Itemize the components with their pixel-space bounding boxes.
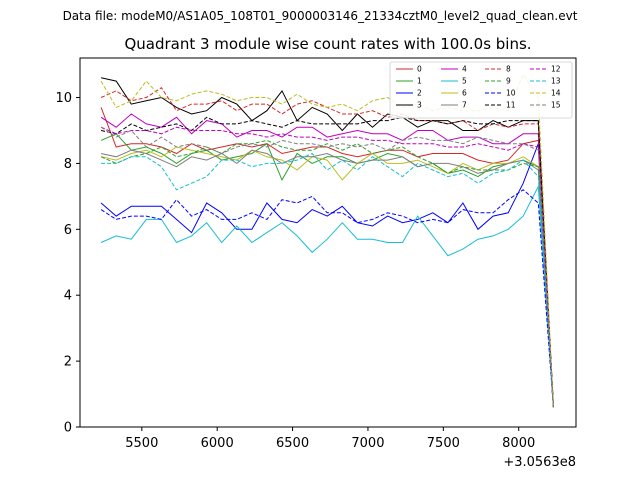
legend-label-4: 4	[462, 65, 467, 74]
legend-frame	[389, 61, 573, 119]
legend-label-12: 12	[551, 65, 561, 74]
legend-label-9: 9	[506, 77, 511, 86]
series-line-7	[100, 149, 554, 408]
series-line-10	[100, 189, 554, 408]
x-tick-label: 7500	[427, 436, 460, 451]
legend-label-5: 5	[462, 77, 467, 86]
y-axis: 0 2 4 6 8 10	[55, 91, 80, 436]
series-line-2	[100, 143, 554, 408]
y-tick-label: 2	[64, 355, 72, 370]
legend-label-7: 7	[462, 101, 467, 110]
series-line-15	[100, 126, 554, 408]
legend-label-3: 3	[417, 101, 422, 110]
axes-frame	[79, 57, 577, 428]
x-axis: 5500 6000 6500 7000 7500 8000	[125, 427, 535, 451]
legend-label-2: 2	[417, 89, 422, 98]
y-tick-label: 6	[64, 223, 72, 238]
series-line-1	[100, 133, 554, 408]
x-offset-label: +3.0563e8	[503, 455, 576, 470]
chart-suptitle: Data file: modeM0/AS1A05_108T01_90000031…	[63, 9, 578, 23]
y-tick-label: 8	[64, 157, 72, 172]
x-tick-label: 6500	[276, 436, 309, 451]
x-tick-label: 8000	[502, 436, 535, 451]
legend-label-0: 0	[417, 65, 422, 74]
series-line-12	[100, 126, 554, 408]
series-layer	[100, 73, 554, 408]
series-line-14	[100, 73, 554, 408]
series-line-6	[100, 146, 554, 408]
series-line-5	[100, 184, 554, 408]
y-tick-label: 10	[55, 91, 72, 106]
legend-label-13: 13	[551, 77, 561, 86]
legend-label-6: 6	[462, 89, 467, 98]
y-tick-label: 0	[64, 421, 72, 436]
x-tick-label: 5500	[125, 436, 158, 451]
y-tick-label: 4	[64, 289, 72, 304]
legend-label-14: 14	[551, 89, 561, 98]
x-tick-label: 7000	[351, 436, 384, 451]
series-line-3	[100, 77, 554, 408]
series-line-13	[101, 152, 554, 408]
legend-label-11: 11	[506, 101, 516, 110]
legend-label-1: 1	[417, 77, 422, 86]
chart-title: Quadrant 3 module wise count rates with …	[124, 35, 531, 53]
series-line-11	[100, 116, 554, 408]
series-line-8	[100, 87, 554, 408]
legend-label-15: 15	[551, 101, 561, 110]
series-line-9	[100, 139, 554, 408]
legend-label-10: 10	[506, 89, 516, 98]
legend-label-8: 8	[506, 65, 511, 74]
x-tick-label: 6000	[201, 436, 234, 451]
